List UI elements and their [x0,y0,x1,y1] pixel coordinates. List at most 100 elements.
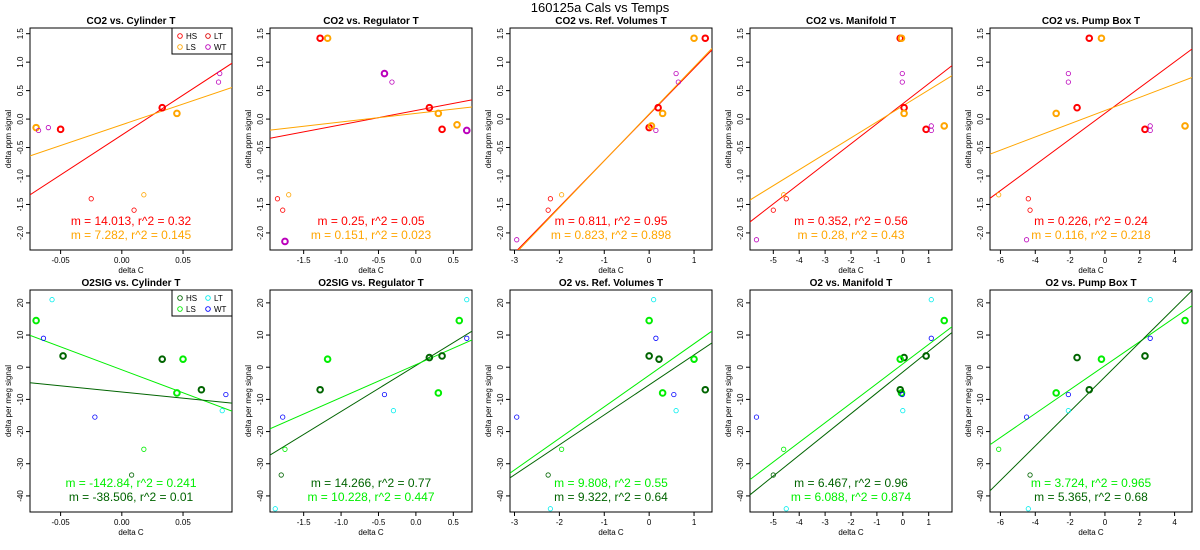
data-point [282,446,288,452]
x-tick-label: -1.0 [334,518,348,527]
regression-line [30,334,232,412]
y-tick-label: -10 [736,393,745,405]
y-tick-label: 0.5 [256,85,265,97]
data-point [464,297,470,303]
panel-1: CO2 vs. Cylinder T -0.05 0.00 0.05 delta C -2… [4,16,233,275]
data-point [1073,353,1081,362]
legend-label: HS [186,294,197,303]
y-tick-label: 0 [976,364,985,369]
y-tick-label: -30 [16,457,25,469]
data-point [900,408,906,414]
x-tick-label: 0 [647,518,652,527]
data-point [770,207,776,213]
x-tick-label: 0.05 [175,518,191,527]
data-point [1027,472,1033,478]
panel-6: O2SIG vs. Cylinder T -0.05 0.00 0.05 delta C… [4,278,233,537]
panel-title: O2SIG vs. Regulator T [318,278,424,289]
y-tick-label: 1.5 [496,28,505,40]
fit-annotation: m = 0.811, r^2 = 0.95 [555,214,668,228]
data-point [514,237,520,243]
y-tick-label: -0.5 [976,140,985,154]
x-tick-label: 1 [692,256,697,265]
x-tick-label: 1 [926,518,931,527]
fit-annotation: m = 0.116, r^2 = 0.218 [1031,228,1151,242]
legend-label: LT [214,32,223,41]
data-point [281,237,289,246]
x-tick-label: -5 [770,256,778,265]
legend-marker [205,44,211,50]
legend-marker [177,33,183,39]
data-point [651,297,657,303]
y-tick-label: 1.0 [496,56,505,68]
y-tick-label: 1.0 [976,56,985,68]
fit-annotation: m = 9.322, r^2 = 0.64 [554,490,668,504]
data-point [1052,109,1060,118]
data-point [88,196,94,202]
x-tick-label: -0.05 [51,256,70,265]
data-point [219,408,225,414]
data-point [655,355,663,363]
x-tick-label: -2 [847,256,855,265]
x-tick-label: -1.0 [334,256,348,265]
x-tick-label: 2 [1138,518,1143,527]
x-tick-label: -2 [556,256,564,265]
plot-frame [29,289,233,513]
y-tick-label: -1.5 [736,197,745,211]
fit-annotation: m = 9.808, r^2 = 0.55 [554,476,668,490]
x-tick-label: -1.5 [297,518,311,527]
x-tick-label: -6 [997,256,1005,265]
regression-line [518,48,712,250]
x-tick-label: -4 [1032,518,1040,527]
y-tick-label: -40 [256,490,265,502]
regression-line [30,86,232,157]
data-point [940,316,949,325]
data-point [770,472,776,478]
y-tick-label: 20 [256,298,265,307]
data-point [1147,297,1153,303]
fit-annotation: m = 14.013, r^2 = 0.32 [71,214,192,228]
y-axis-label: delta ppm signal [484,110,493,168]
data-point [280,414,286,420]
data-point [380,69,389,78]
panel-title: CO2 vs. Manifold T [806,16,896,27]
data-point [899,391,905,398]
plot-frame [989,289,1193,513]
x-tick-label: -2 [1067,256,1075,265]
y-tick-label: -10 [256,393,265,405]
x-tick-label: -1.5 [297,256,311,265]
data-point [278,472,284,478]
y-axis-label: delta per meg signal [484,365,493,437]
y-tick-label: -0.5 [736,140,745,154]
y-axis-label: delta ppm signal [244,110,253,168]
y-axis-label: delta ppm signal [724,110,733,168]
x-tick-label: 0 [647,256,652,265]
regression-line [750,75,952,201]
y-tick-label: -1.5 [256,197,265,211]
data-point [141,192,147,198]
y-tick-label: -30 [496,457,505,469]
y-tick-label: 0.0 [496,113,505,125]
data-point [899,70,905,77]
data-point [654,103,662,112]
data-point [1027,207,1033,213]
y-tick-label: 0.0 [16,113,25,125]
x-tick-label: -3 [511,518,519,527]
data-point [1065,79,1071,85]
y-tick-label: 1.5 [976,28,985,40]
x-tick-label: -4 [796,518,804,527]
y-tick-label: -20 [496,425,505,437]
data-point [922,125,930,134]
y-tick-label: -0.5 [496,140,505,154]
y-tick-label: -1.5 [16,197,25,211]
y-tick-label: 1.0 [16,56,25,68]
data-point [899,79,905,85]
data-point [928,297,934,303]
regression-line [510,342,712,479]
x-tick-label: -1 [601,518,609,527]
x-tick-label: 0 [901,256,906,265]
data-point [658,389,667,397]
y-axis-label: delta per meg signal [724,365,733,437]
y-tick-label: 0.0 [976,113,985,125]
